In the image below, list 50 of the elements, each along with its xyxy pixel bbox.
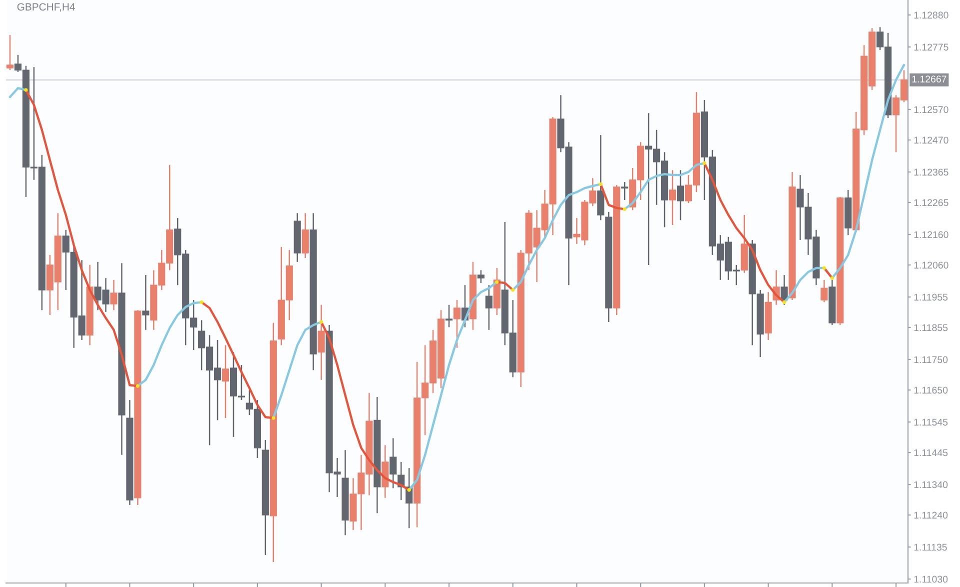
candlestick [668,170,676,226]
point [822,266,826,270]
candlestick [485,284,492,331]
candlestick [110,279,118,311]
y-tick-label: 1.11650 [914,386,948,394]
candlestick [302,212,309,259]
y-tick-label: 1.12365 [914,168,948,176]
chart-title: GBPCHF,H4 [17,3,75,12]
point [24,88,28,92]
point [319,320,324,324]
y-tick-label: 1.11445 [914,449,948,456]
candlestick [142,274,150,331]
ref-line-label: 1.12667 [912,76,946,82]
candlestick [621,181,628,201]
y-tick-label: 1.11545 [914,418,948,426]
y-tick-label: 1.12880 [914,12,948,19]
y-tick-label: 1.12160 [914,231,948,238]
y-tick-label: 1.11240 [914,512,948,519]
point [200,300,204,304]
candlestick [780,274,788,306]
candlestick [390,438,397,489]
candlestick [820,279,828,303]
candlestick [453,299,461,349]
point [598,182,603,186]
y-tick-label: 1.11030 [914,576,948,583]
y-tick-label: 1.11855 [914,324,948,332]
y-tick-label: 1.11340 [914,481,948,488]
candlestick [445,304,453,328]
point [272,416,276,420]
y-tick-label: 1.12060 [914,262,948,269]
y-tick-label: 1.12470 [914,136,948,144]
y-tick-label: 1.12265 [914,199,948,206]
candlestick [477,270,484,284]
point [782,300,786,304]
y-tick-label: 1.11135 [914,544,947,551]
y-tick-label: 1.12775 [914,44,948,51]
y-tick-label: 1.11955 [914,294,948,301]
point [407,488,411,492]
point [136,384,140,388]
point [622,207,626,212]
point [511,288,515,292]
y-tick-label: 1.12570 [914,106,948,114]
candlestick [222,344,230,419]
point [702,161,706,165]
candlestick [6,34,14,71]
y-tick-label: 1.11750 [914,356,948,364]
point [830,276,834,280]
point [495,280,499,284]
candlestick [676,170,684,221]
candlestick [318,304,325,381]
